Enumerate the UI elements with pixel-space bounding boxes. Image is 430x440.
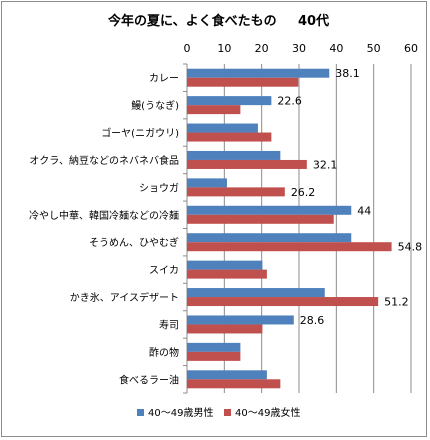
- legend-swatch: [137, 409, 144, 416]
- bar-female: [187, 159, 307, 169]
- data-label: 26.2: [291, 186, 316, 199]
- category-label: ショウガ: [139, 182, 179, 194]
- x-tick-label: 60: [404, 42, 418, 55]
- category-label: 鰻(うなぎ): [131, 99, 179, 112]
- x-tick-label: 40: [329, 42, 343, 55]
- bar-male: [187, 68, 330, 78]
- category-label: 寿司: [159, 318, 179, 331]
- bar-male: [187, 342, 241, 352]
- category-label: オクラ、納豆などのネバネバ食品: [29, 154, 179, 167]
- category-label: カレー: [149, 73, 179, 85]
- data-label: 32.1: [313, 158, 338, 171]
- data-label: 44: [357, 204, 371, 217]
- bar-female: [187, 77, 299, 87]
- x-tick-label: 30: [292, 42, 306, 55]
- category-label: かき氷、アイスデザート: [70, 291, 179, 304]
- data-label: 28.6: [300, 314, 325, 327]
- bar-female: [187, 105, 241, 115]
- category-label: そうめん、ひやむぎ: [89, 236, 179, 249]
- data-label: 22.6: [277, 95, 302, 108]
- x-tick-label: 50: [367, 42, 381, 55]
- chart-title: 今年の夏に、よく食べたもの: [108, 14, 277, 29]
- legend-swatch: [224, 409, 231, 416]
- bar-male: [187, 260, 263, 270]
- bar-female: [187, 324, 263, 334]
- category-label: 冷やし中華、韓国冷麺などの冷麺: [29, 209, 179, 222]
- bar-male: [187, 315, 294, 325]
- bar-male: [187, 178, 227, 188]
- data-label: 54.8: [398, 241, 423, 254]
- bar-female: [187, 379, 281, 389]
- bar-female: [187, 297, 379, 307]
- legend-label: 40～49歳男性: [148, 406, 213, 419]
- bar-female: [187, 187, 285, 197]
- bar-male: [187, 288, 325, 298]
- bar-male: [187, 370, 267, 380]
- bar-female: [187, 132, 272, 142]
- bar-female: [187, 242, 392, 252]
- bar-male: [187, 233, 352, 243]
- bar-female: [187, 214, 334, 224]
- data-label: 51.2: [384, 296, 409, 309]
- category-label: ゴーヤ(ニガウリ): [101, 127, 179, 140]
- x-tick-label: 10: [217, 42, 231, 55]
- chart-subtitle: 40代: [298, 14, 330, 29]
- data-label: 38.1: [335, 67, 360, 80]
- bar-female: [187, 351, 241, 361]
- category-label: 食べるラー油: [119, 373, 179, 386]
- bar-male: [187, 123, 258, 133]
- category-label: 酢の物: [149, 346, 179, 359]
- category-label: スイカ: [149, 265, 179, 277]
- bar-male: [187, 150, 281, 160]
- bar-female: [187, 269, 267, 279]
- x-tick-label: 20: [255, 42, 269, 55]
- x-tick-label: 0: [184, 42, 191, 55]
- legend-label: 40～49歳女性: [235, 406, 300, 419]
- bar-male: [187, 96, 272, 106]
- bar-male: [187, 205, 352, 215]
